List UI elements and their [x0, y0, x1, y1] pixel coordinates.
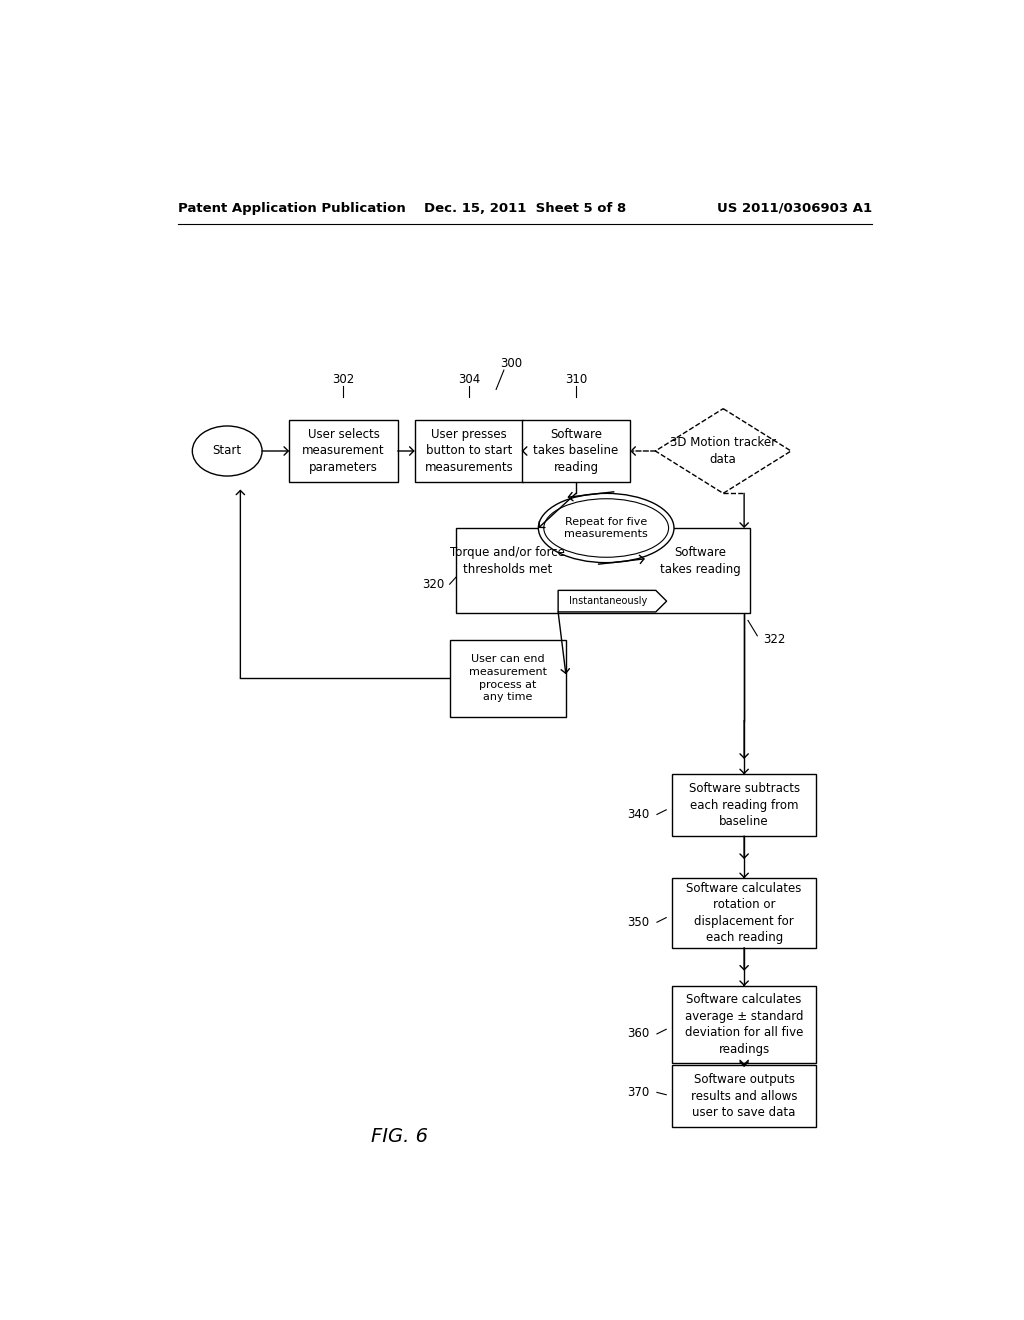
- Text: User presses
button to start
measurements: User presses button to start measurement…: [425, 428, 513, 474]
- FancyBboxPatch shape: [673, 878, 816, 948]
- Text: Dec. 15, 2011  Sheet 5 of 8: Dec. 15, 2011 Sheet 5 of 8: [424, 202, 626, 215]
- Text: 350: 350: [627, 916, 649, 929]
- Text: Start: Start: [213, 445, 242, 458]
- Ellipse shape: [544, 499, 669, 557]
- Text: 3D Motion tracker
data: 3D Motion tracker data: [670, 436, 776, 466]
- Text: Software outputs
results and allows
user to save data: Software outputs results and allows user…: [691, 1073, 798, 1119]
- Text: 304: 304: [458, 372, 480, 385]
- Text: User selects
measurement
parameters: User selects measurement parameters: [302, 428, 385, 474]
- Text: Patent Application Publication: Patent Application Publication: [178, 202, 407, 215]
- Text: Torque and/or force
thresholds met: Torque and/or force thresholds met: [451, 546, 565, 576]
- Text: Software subtracts
each reading from
baseline: Software subtracts each reading from bas…: [688, 783, 800, 828]
- FancyBboxPatch shape: [415, 420, 523, 482]
- Text: 300: 300: [501, 358, 522, 370]
- FancyBboxPatch shape: [673, 775, 816, 836]
- FancyBboxPatch shape: [673, 986, 816, 1063]
- Text: Software
takes baseline
reading: Software takes baseline reading: [534, 428, 618, 474]
- Text: Software calculates
rotation or
displacement for
each reading: Software calculates rotation or displace…: [686, 882, 802, 944]
- Text: Software calculates
average ± standard
deviation for all five
readings: Software calculates average ± standard d…: [685, 994, 804, 1056]
- FancyBboxPatch shape: [450, 640, 566, 717]
- FancyBboxPatch shape: [289, 420, 397, 482]
- Text: Repeat for five
measurements: Repeat for five measurements: [564, 516, 648, 540]
- Text: User can end
measurement
process at
any time: User can end measurement process at any …: [469, 653, 547, 702]
- Text: 310: 310: [565, 372, 587, 385]
- Text: Software
takes reading: Software takes reading: [659, 546, 740, 576]
- Text: Instantaneously: Instantaneously: [569, 597, 647, 606]
- Text: 360: 360: [627, 1027, 649, 1040]
- FancyBboxPatch shape: [673, 1065, 816, 1127]
- Ellipse shape: [539, 494, 674, 562]
- Text: FIG. 6: FIG. 6: [371, 1127, 428, 1146]
- Text: 340: 340: [627, 808, 649, 821]
- Text: 322: 322: [764, 634, 785, 647]
- Polygon shape: [558, 590, 667, 612]
- Text: US 2011/0306903 A1: US 2011/0306903 A1: [717, 202, 872, 215]
- Ellipse shape: [193, 426, 262, 477]
- FancyBboxPatch shape: [456, 528, 751, 612]
- FancyBboxPatch shape: [521, 420, 630, 482]
- Text: 320: 320: [422, 578, 444, 591]
- Text: 370: 370: [627, 1086, 649, 1100]
- Text: 302: 302: [333, 372, 354, 385]
